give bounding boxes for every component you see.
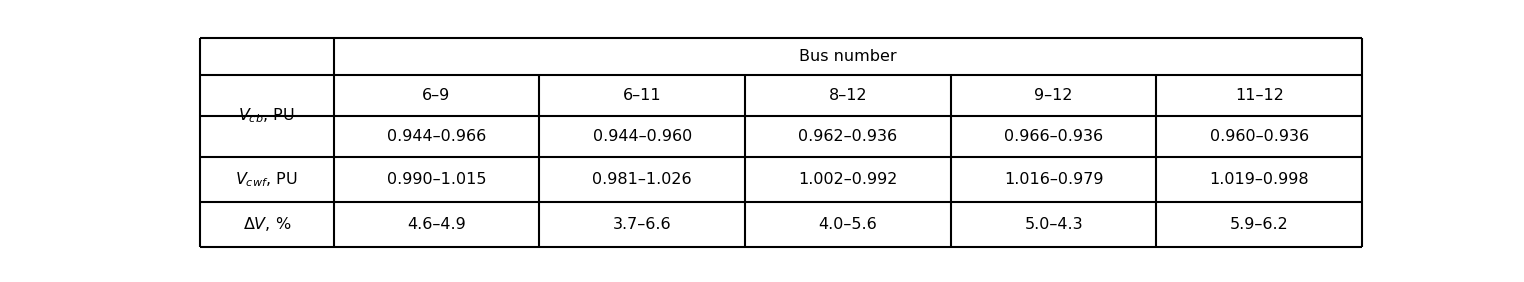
Text: 3.7–6.6: 3.7–6.6: [613, 217, 672, 232]
Text: 1.002–0.992: 1.002–0.992: [799, 172, 898, 187]
Text: 9–12: 9–12: [1035, 88, 1073, 103]
Text: 1.016–0.979: 1.016–0.979: [1004, 172, 1103, 187]
Text: 0.960–0.936: 0.960–0.936: [1210, 129, 1309, 144]
Text: $V_{cwf}$, PU: $V_{cwf}$, PU: [235, 170, 299, 189]
Text: 8–12: 8–12: [829, 88, 867, 103]
Text: 4.0–5.6: 4.0–5.6: [818, 217, 878, 232]
Text: 5.0–4.3: 5.0–4.3: [1024, 217, 1084, 232]
Text: 6–9: 6–9: [422, 88, 451, 103]
Text: 4.6–4.9: 4.6–4.9: [407, 217, 466, 232]
Text: 0.990–1.015: 0.990–1.015: [387, 172, 486, 187]
Text: 6–11: 6–11: [623, 88, 661, 103]
Text: 11–12: 11–12: [1234, 88, 1283, 103]
Text: $V_{cb}$, PU: $V_{cb}$, PU: [238, 107, 296, 125]
Text: 1.019–0.998: 1.019–0.998: [1210, 172, 1309, 187]
Text: 0.944–0.966: 0.944–0.966: [387, 129, 486, 144]
Text: 5.9–6.2: 5.9–6.2: [1230, 217, 1289, 232]
Text: Bus number: Bus number: [799, 49, 896, 64]
Text: 0.981–1.026: 0.981–1.026: [593, 172, 692, 187]
Text: $\Delta V$, %: $\Delta V$, %: [242, 215, 291, 233]
Text: 0.966–0.936: 0.966–0.936: [1004, 129, 1103, 144]
Text: 0.944–0.960: 0.944–0.960: [593, 129, 692, 144]
Text: 0.962–0.936: 0.962–0.936: [799, 129, 898, 144]
